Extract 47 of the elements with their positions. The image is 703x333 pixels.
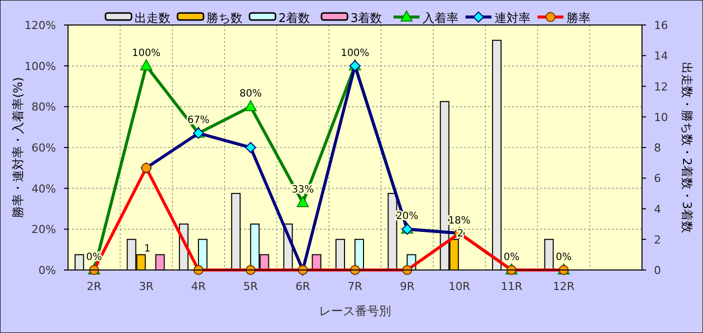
data-label: 1 (144, 244, 150, 255)
y2-tick-label: 4 (654, 202, 661, 216)
x-tick-label: 7R (348, 280, 363, 293)
legend-label: 連対率 (494, 11, 530, 25)
legend-label: 勝率 (566, 11, 590, 25)
point (140, 59, 152, 70)
y-tick-label: 40% (32, 182, 56, 196)
x-tick-label: 3R (138, 280, 154, 293)
y2-tick-label: 6 (654, 172, 661, 186)
y2-tick-label: 2 (654, 233, 661, 246)
y-tick-label: 80% (32, 100, 56, 114)
x-tick-label: 6R (295, 280, 310, 293)
data-label: 80% (240, 88, 262, 100)
y-axis-title: 勝率・連対率・入着率(%) (11, 77, 25, 218)
y2-tick-label: 12 (654, 80, 668, 94)
data-label: 0% (556, 252, 572, 263)
y2-tick-label: 0 (654, 264, 661, 277)
y2-tick-label: 14 (654, 50, 668, 63)
y-tick-label: 60% (32, 142, 56, 154)
legend-label: 勝ち数 (206, 11, 242, 25)
legend-label: 3着数 (350, 11, 382, 25)
x-tick-label: 10R (448, 280, 471, 293)
x-tick-label: 11R (500, 280, 523, 293)
point (296, 196, 309, 208)
legend-label: 入着率 (422, 11, 458, 25)
data-label: 2 (457, 228, 464, 240)
y2-tick-label: 16 (654, 19, 668, 32)
y-tick-label: 120% (24, 19, 56, 32)
x-axis-title: レース番号別 (319, 304, 391, 318)
x-tick-label: 5R (243, 280, 258, 293)
y-tick-label: 20% (32, 223, 56, 236)
point (244, 100, 257, 112)
y2-tick-label: 8 (654, 142, 661, 154)
legend-label: 出走数 (134, 11, 170, 25)
data-label: 0% (504, 252, 520, 263)
x-tick-label: 9R (400, 280, 415, 293)
legend-label: 2着数 (278, 11, 310, 25)
x-tick-label: 12R (552, 280, 575, 293)
x-tick-label: 2R (86, 280, 102, 293)
y2-tick-label: 10 (654, 110, 668, 124)
y-tick-label: 0% (38, 264, 56, 277)
y-tick-label: 100% (24, 60, 56, 73)
data-label: 100% (132, 48, 161, 59)
y2-axis-title: 出走数・勝ち数・2着数・3着数 (680, 62, 694, 234)
x-tick-label: 4R (191, 280, 206, 293)
data-label: 100% (340, 48, 370, 59)
point (245, 142, 256, 153)
